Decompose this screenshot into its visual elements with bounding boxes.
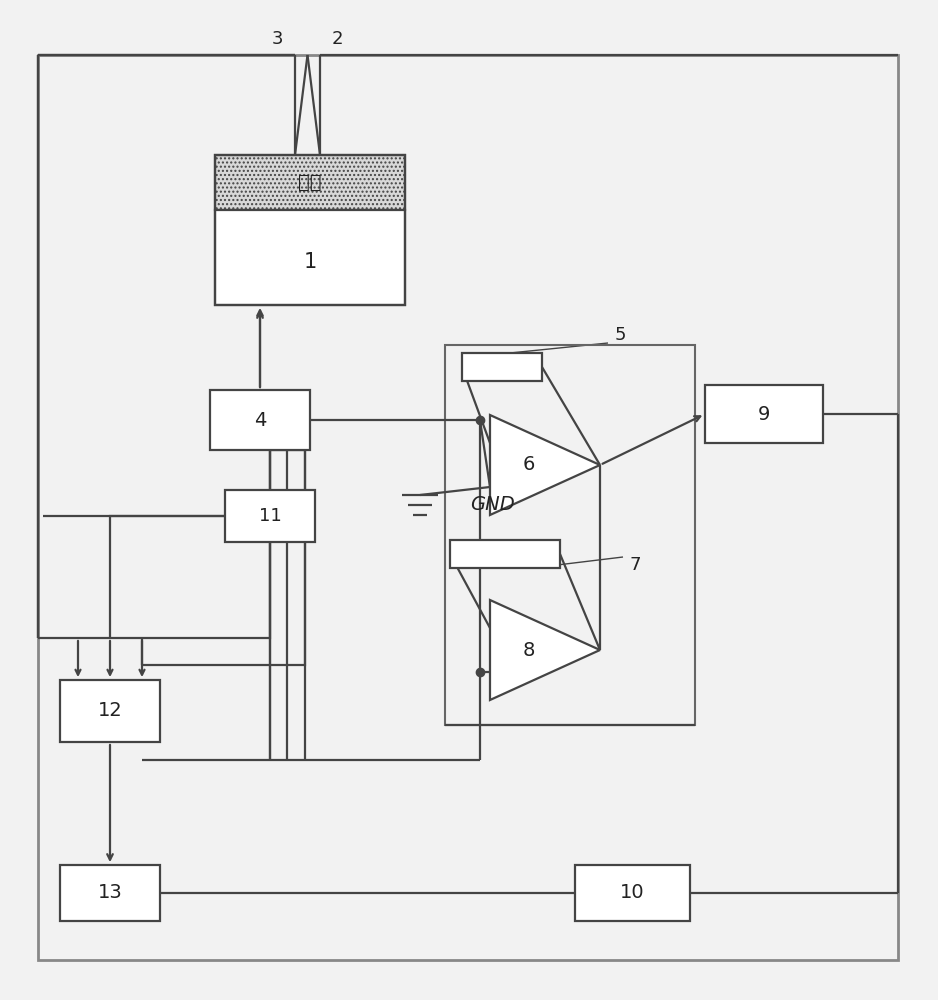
Text: 6: 6: [522, 456, 535, 475]
Text: 1: 1: [303, 252, 317, 272]
Text: 8: 8: [522, 641, 535, 660]
Text: 10: 10: [620, 884, 644, 902]
Text: 水泥: 水泥: [298, 173, 322, 192]
Bar: [215, 210, 405, 305]
Bar: [60, 680, 160, 742]
Bar: [450, 540, 560, 568]
Bar: [210, 390, 310, 450]
Bar: [575, 865, 690, 921]
Text: 11: 11: [259, 507, 281, 525]
Text: 9: 9: [758, 404, 770, 424]
Bar: [462, 353, 542, 381]
Bar: [60, 865, 160, 921]
Polygon shape: [490, 600, 600, 700]
Bar: [445, 345, 695, 725]
Bar: [705, 385, 823, 443]
Text: 5: 5: [614, 326, 626, 344]
Text: 12: 12: [98, 702, 122, 720]
Bar: [225, 490, 315, 542]
Text: 4: 4: [254, 410, 266, 430]
Bar: [215, 155, 405, 305]
Polygon shape: [490, 415, 600, 515]
Text: 13: 13: [98, 884, 122, 902]
Text: GND: GND: [470, 495, 515, 514]
Text: 3: 3: [271, 30, 283, 48]
Text: 7: 7: [629, 556, 641, 574]
Text: 2: 2: [332, 30, 343, 48]
Bar: [215, 155, 405, 210]
